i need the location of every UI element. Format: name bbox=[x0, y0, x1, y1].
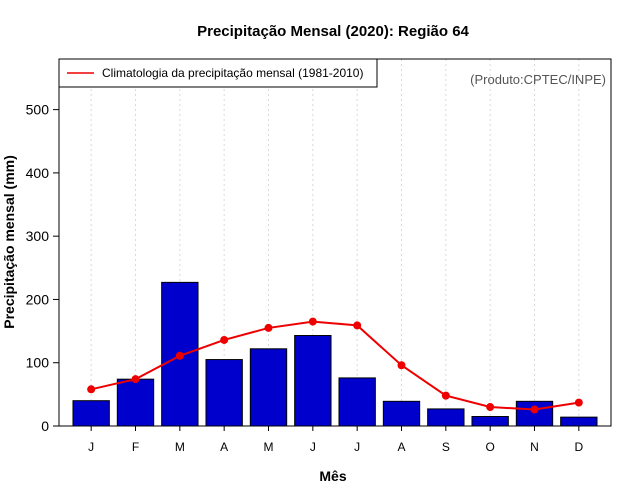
y-tick-label: 100 bbox=[26, 355, 50, 371]
bar-6 bbox=[294, 335, 332, 427]
climatology-point-4 bbox=[220, 335, 229, 344]
y-tick-label: 500 bbox=[26, 102, 50, 118]
y-tick-label: 200 bbox=[26, 291, 50, 307]
y-tick-label: 0 bbox=[41, 418, 49, 434]
plot-frame bbox=[58, 58, 612, 427]
bar-8 bbox=[382, 400, 421, 427]
bar-5 bbox=[249, 348, 288, 427]
climatology-point-8 bbox=[397, 361, 406, 370]
climatology-point-11 bbox=[530, 405, 539, 414]
bar-7 bbox=[338, 377, 376, 427]
y-axis: 0 100 200 300 400 500 bbox=[26, 102, 59, 434]
climatology-point-2 bbox=[131, 375, 140, 384]
bar-4 bbox=[205, 359, 243, 427]
climatology-point-7 bbox=[353, 321, 362, 330]
x-tick-label: M bbox=[264, 440, 274, 454]
climatology-point-1 bbox=[87, 385, 96, 394]
bar-10 bbox=[471, 416, 509, 427]
climatology-point-3 bbox=[175, 351, 184, 360]
legend-box bbox=[58, 58, 378, 88]
x-tick-label: D bbox=[574, 440, 583, 454]
y-tick-label: 300 bbox=[26, 228, 50, 244]
x-tick-label: F bbox=[132, 440, 139, 454]
x-tick-label: S bbox=[442, 440, 450, 454]
climatology-point-10 bbox=[486, 403, 495, 412]
climatology-point-9 bbox=[441, 391, 450, 400]
x-tick-label: O bbox=[485, 440, 494, 454]
x-tick-label: N bbox=[530, 440, 539, 454]
bar-11 bbox=[515, 400, 554, 427]
bar-series bbox=[72, 281, 598, 427]
bar-12 bbox=[560, 416, 598, 427]
climatology-line bbox=[90, 320, 579, 411]
x-tick-label: J bbox=[88, 440, 94, 454]
bar-2 bbox=[116, 378, 155, 427]
climatology-point-5 bbox=[264, 323, 273, 332]
bar-9 bbox=[427, 408, 465, 427]
y-axis-label: Precipitação mensal (mm) bbox=[1, 155, 17, 329]
x-tick-label: A bbox=[220, 440, 228, 454]
credit-text: (Produto:CPTEC/INPE) bbox=[470, 72, 606, 87]
x-tick-label: J bbox=[354, 440, 360, 454]
legend-label-climatology: Climatologia da precipitação mensal (198… bbox=[102, 66, 363, 80]
climatology-point-6 bbox=[308, 317, 317, 326]
legend: Climatologia da precipitação mensal (198… bbox=[58, 58, 378, 88]
x-axis-label: Mês bbox=[319, 468, 346, 484]
climatology-point-12 bbox=[574, 398, 583, 407]
x-tick-label: M bbox=[175, 440, 185, 454]
y-tick-label: 400 bbox=[26, 165, 50, 181]
chart-title: Precipitação Mensal (2020): Região 64 bbox=[197, 23, 469, 40]
x-tick-label: J bbox=[310, 440, 316, 454]
climatology-series bbox=[87, 317, 583, 414]
x-tick-label: A bbox=[397, 440, 405, 454]
bar-1 bbox=[72, 400, 110, 427]
